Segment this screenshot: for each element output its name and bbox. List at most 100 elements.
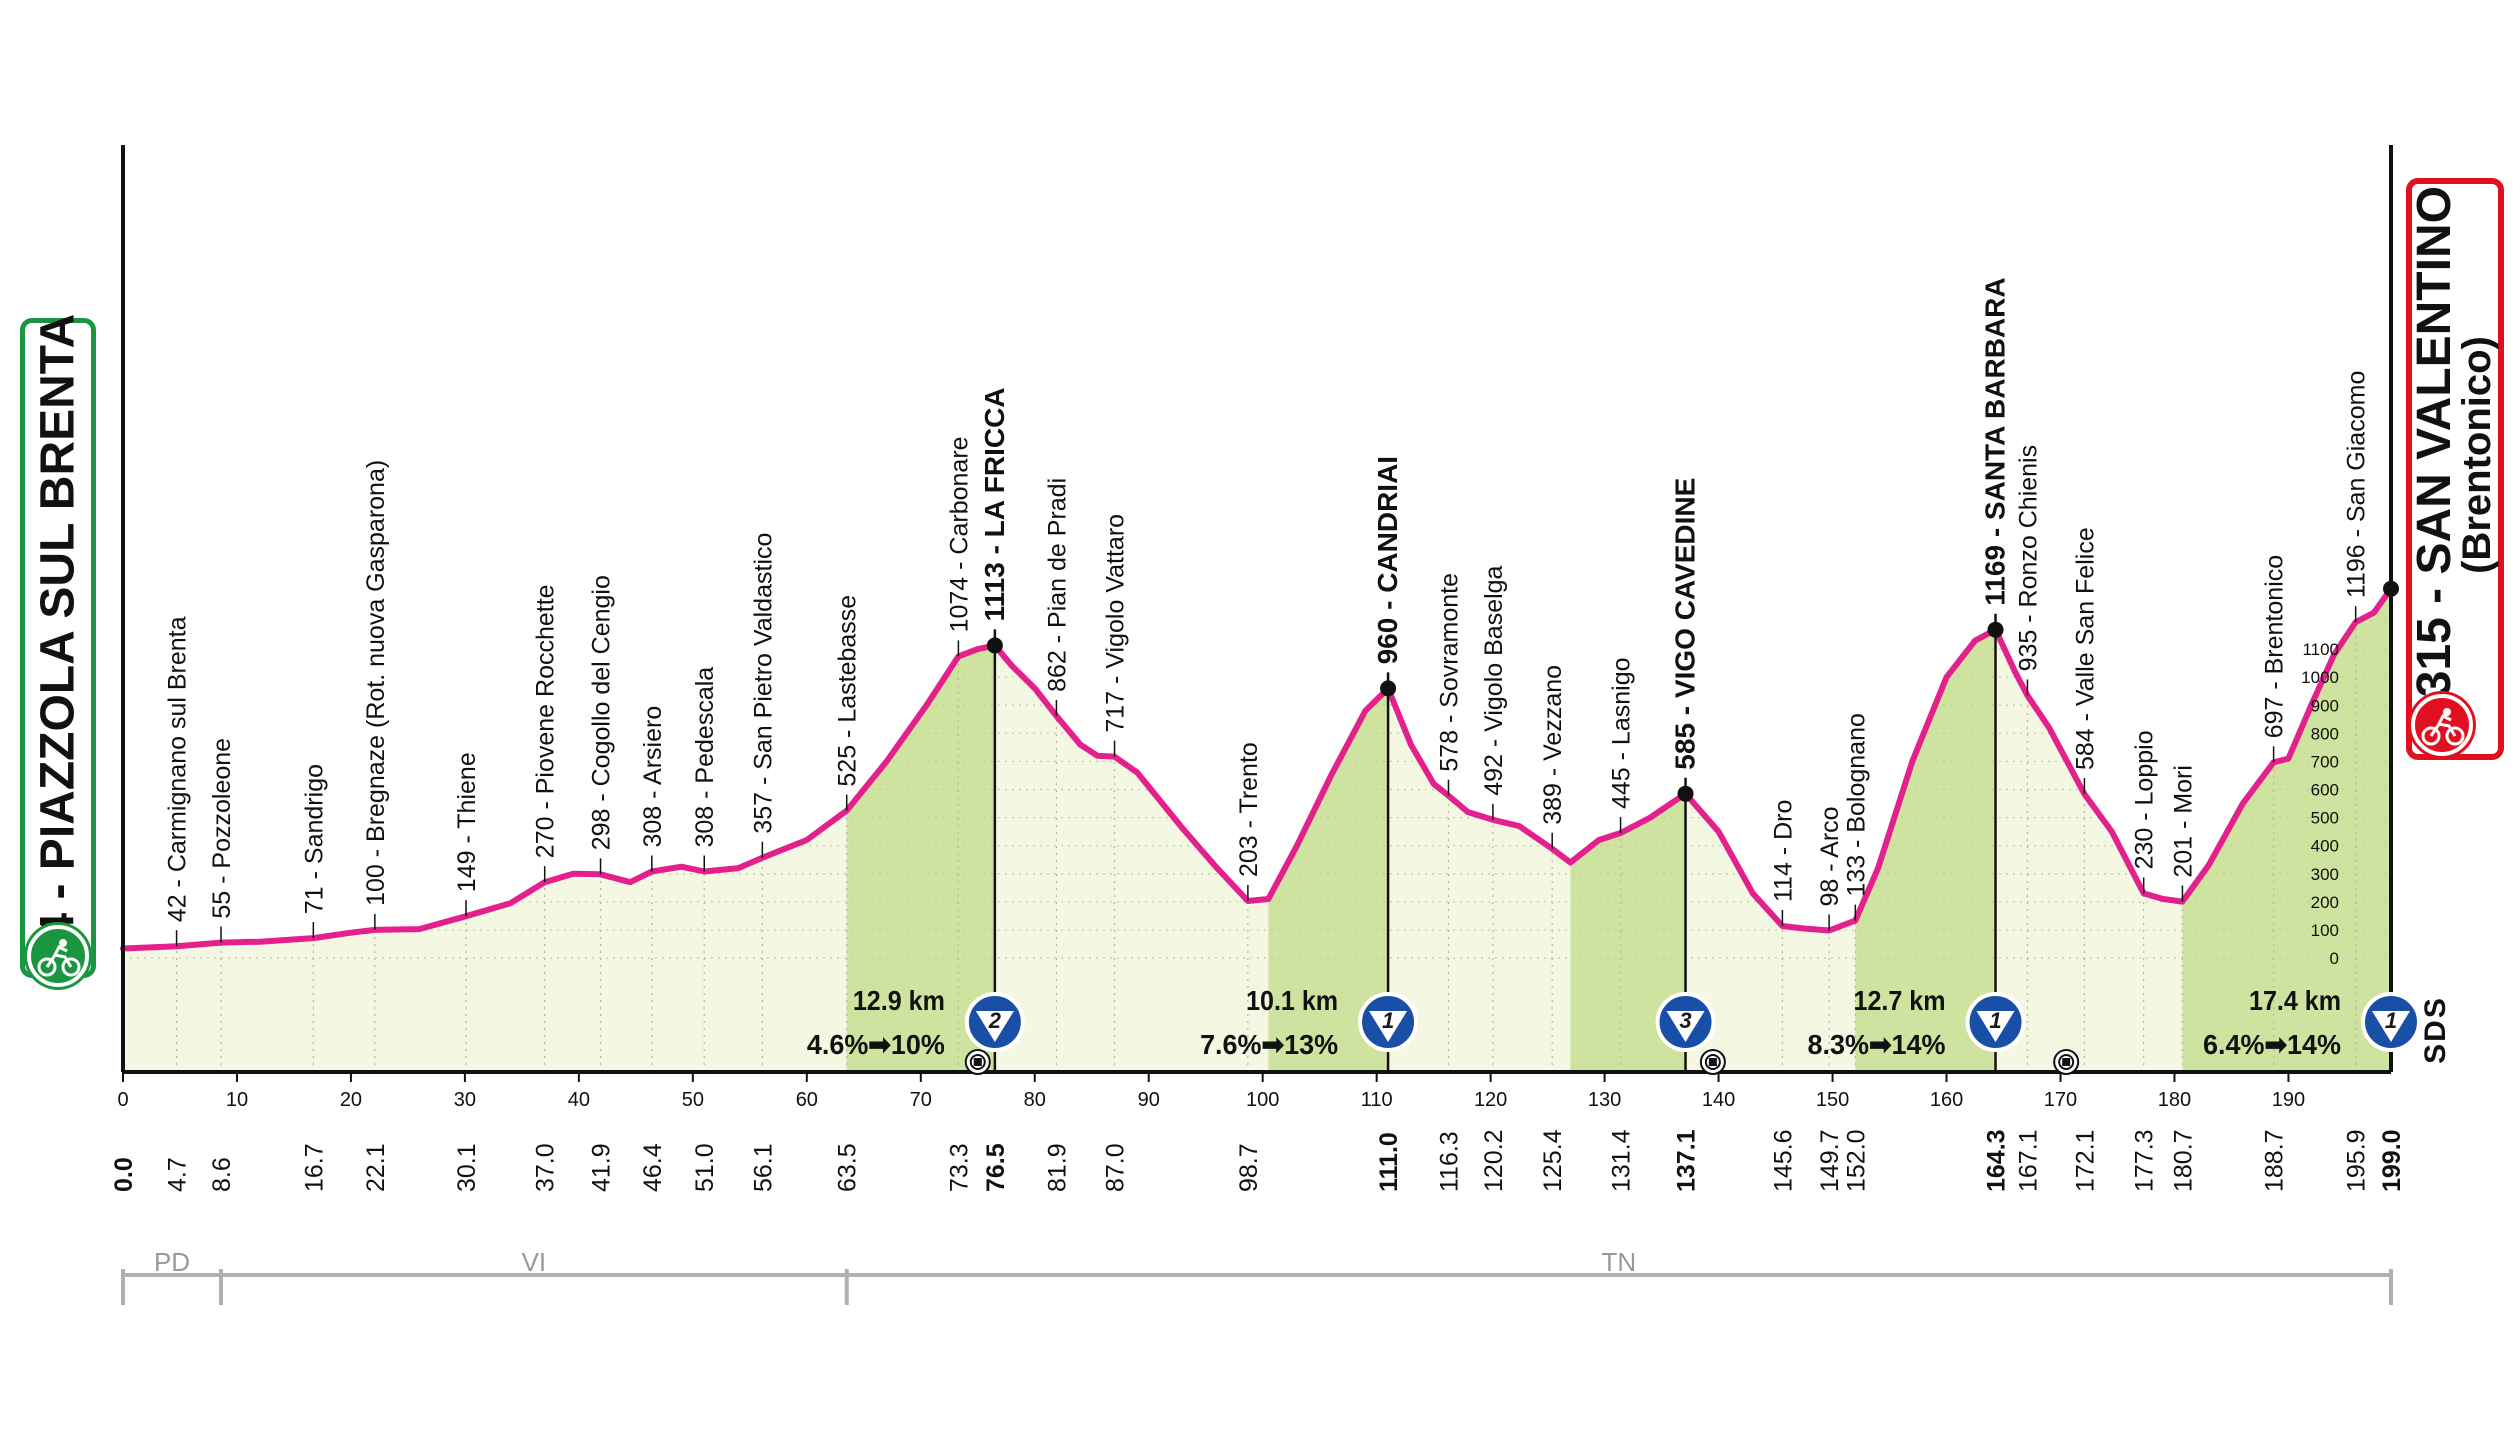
place-label: 298 - Cogollo del Cengio: [588, 575, 616, 850]
y-tick-label: 0: [2330, 949, 2339, 968]
km-label: 177.3: [2131, 1129, 2159, 1192]
km-label: 199.0: [2378, 1129, 2406, 1192]
place-label: 55 - Pozzoleone: [208, 738, 236, 919]
km-label: 41.9: [588, 1143, 616, 1192]
place-label: 1196 - San Giacomo: [2343, 371, 2371, 598]
y-tick-label: 800: [2311, 724, 2339, 743]
km-label: 87.0: [1102, 1143, 1130, 1192]
place-label: 445 - Lasnigo: [1608, 657, 1636, 809]
gpm-triangle: [1369, 1011, 1408, 1042]
y-tick-label: 400: [2311, 837, 2339, 856]
x-tick-label: 140: [1702, 1089, 1735, 1111]
finish-sub: (Brentonico): [2454, 336, 2499, 574]
gpm-category: 1: [1382, 1008, 1394, 1033]
finish-name: 1315 - SAN VALENTINO: [2408, 186, 2462, 724]
y-tick-label: 500: [2311, 809, 2339, 828]
km-label: 180.7: [2169, 1129, 2197, 1192]
gpm-badge: 1 10.1 km 7.6%➡13%: [1200, 985, 1419, 1060]
km-label: 0.0: [110, 1157, 138, 1192]
climb-grade: 8.3%➡14%: [1808, 1029, 1946, 1060]
cyclist-icon: [2411, 694, 2473, 756]
gpm-triangle: [2372, 1011, 2410, 1042]
y-tick-label: 300: [2311, 865, 2339, 884]
km-label: 167.1: [2014, 1129, 2042, 1192]
x-tick-label: 150: [1816, 1089, 1849, 1111]
x-tick-label: 80: [1024, 1089, 1046, 1111]
place-label: 230 - Loppio: [2131, 730, 2159, 869]
x-tick-label: 50: [682, 1089, 704, 1111]
climb-length: 12.7 km: [1854, 985, 1946, 1016]
x-tick-label: 120: [1474, 1089, 1507, 1111]
km-label: 76.5: [982, 1143, 1010, 1192]
gpm-triangle: [1666, 1011, 1705, 1042]
place-label: 133 - Bolognano: [1842, 713, 1870, 896]
finish-panel: [2406, 178, 2504, 760]
sprint-marker: [1699, 1049, 1726, 1075]
x-tick-label: 190: [2272, 1089, 2305, 1111]
place-label: 578 - Sovramonte: [1436, 573, 1464, 772]
km-label: 37.0: [532, 1143, 560, 1192]
x-tick-label: 30: [454, 1089, 476, 1111]
sprint-core: [973, 1058, 982, 1066]
gpm-category: 3: [1679, 1008, 1691, 1033]
y-tick-label: 200: [2311, 893, 2339, 912]
y-tick-label: 100: [2311, 921, 2339, 940]
y-tick-label: 1000: [2301, 668, 2339, 687]
place-label: 525 - Lastebasse: [834, 595, 862, 787]
x-tick-label: 160: [1930, 1089, 1963, 1111]
gpm-badge: 1 12.7 km 8.3%➡14%: [1808, 985, 2026, 1060]
km-label: 63.5: [834, 1143, 862, 1192]
km-label: 188.7: [2261, 1129, 2289, 1192]
cyclist-icon: [27, 925, 89, 987]
place-label: 389 - Vezzano: [1539, 665, 1567, 825]
place-label: 357 - San Pietro Valdastico: [749, 533, 777, 834]
gpm-category: 1: [1989, 1008, 2001, 1033]
sprint-core: [1708, 1058, 1717, 1066]
place-label: 98 - Arco: [1816, 806, 1844, 906]
climb-length: 10.1 km: [1246, 985, 1338, 1016]
km-label: 137.1: [1673, 1129, 1701, 1192]
place-label: 492 - Vigolo Baselga: [1480, 565, 1508, 795]
km-label: 111.0: [1375, 1132, 1403, 1192]
sprint-marker: [2053, 1049, 2080, 1075]
province-label: TN: [1602, 1247, 1637, 1277]
km-label: 164.3: [1983, 1129, 2011, 1192]
x-tick-label: 60: [796, 1089, 818, 1111]
gpm-badge: 1 17.4 km 6.4%➡14%: [2203, 985, 2421, 1060]
gpm-badge: 2 12.9 km 4.6%➡10%: [807, 985, 1025, 1060]
profile-line: [120, 585, 2394, 952]
km-label: 8.6: [208, 1157, 236, 1192]
x-tick-label: 40: [568, 1089, 590, 1111]
km-label: 116.3: [1436, 1131, 1464, 1192]
x-tick-label: 70: [910, 1089, 932, 1111]
climb-grade: 6.4%➡14%: [2203, 1029, 2341, 1060]
gpm-category: 2: [988, 1008, 1002, 1033]
km-label: 131.4: [1608, 1129, 1636, 1192]
gpm-category: 1: [2385, 1008, 2397, 1033]
x-tick-label: 90: [1138, 1089, 1160, 1111]
x-tick-label: 100: [1246, 1089, 1279, 1111]
gpm-triangle: [1976, 1011, 2015, 1042]
km-label: 30.1: [453, 1143, 481, 1192]
sprint-ring: [1704, 1054, 1721, 1070]
km-label: 46.4: [639, 1143, 667, 1192]
place-label: 308 - Arsiero: [639, 706, 667, 848]
x-tick-label: 170: [2044, 1089, 2077, 1111]
climb-length: 12.9 km: [853, 985, 945, 1016]
gpm-triangle: [975, 1011, 1014, 1042]
x-tick-label: 10: [226, 1089, 248, 1111]
km-label: 149.7: [1816, 1129, 1844, 1192]
km-label: 152.0: [1842, 1129, 1870, 1192]
place-label: 71 - Sandrigo: [300, 764, 328, 914]
km-label: 16.7: [300, 1143, 328, 1192]
place-label: 308 - Pedescala: [691, 667, 719, 848]
km-label: 98.7: [1235, 1143, 1263, 1192]
km-label: 73.3: [945, 1143, 973, 1192]
x-tick-label: 0: [117, 1089, 128, 1111]
place-label: 149 - Thiene: [453, 752, 481, 892]
climb-grade: 7.6%➡13%: [1200, 1029, 1338, 1060]
place-label: 100 - Bregnaze (Rot. nuova Gasparona): [362, 460, 390, 906]
gpm-badge: 3: [1655, 992, 1716, 1052]
